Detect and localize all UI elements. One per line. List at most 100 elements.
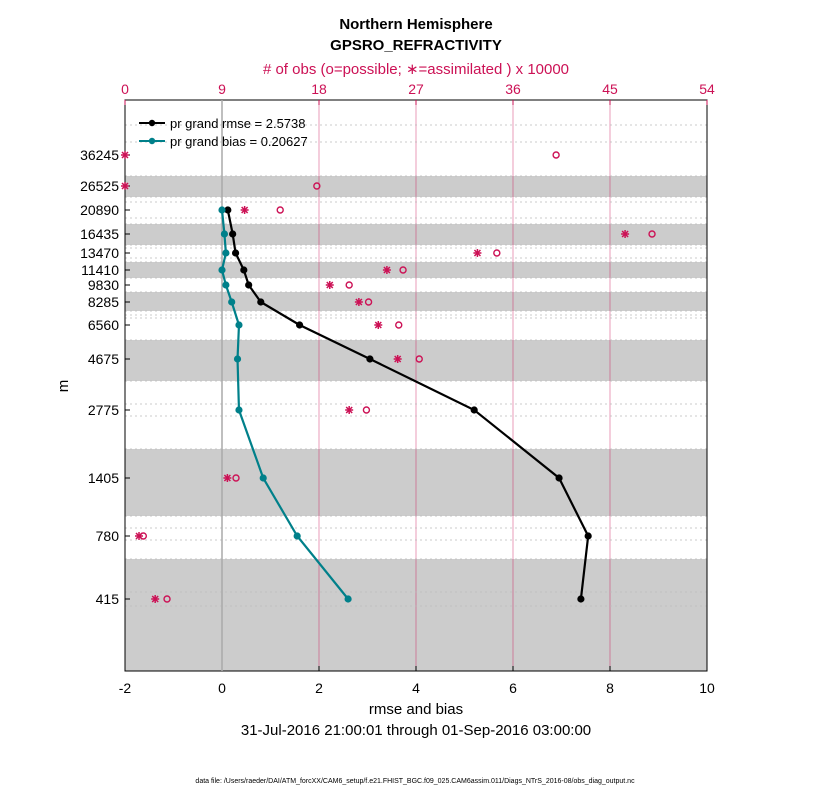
series-point-0-4675 [366, 355, 374, 363]
y-tick-label-4675: 4675 [88, 351, 119, 367]
top-tick-label-0: 0 [121, 81, 129, 97]
obs-assimilated-20890 [240, 206, 249, 214]
obs-assimilated-2775 [345, 406, 354, 414]
obs-possible-16435 [648, 230, 656, 238]
obs-assimilated-stroke [383, 266, 391, 274]
obs-assimilated-6560 [374, 321, 383, 329]
obs-assimilated-stroke [473, 249, 481, 257]
obs-possible-36245 [552, 151, 560, 159]
series-point-1-4675 [233, 355, 242, 363]
series-point-1-780 [293, 532, 301, 540]
series-point-1-1405 [259, 474, 267, 482]
obs-possible-9830 [345, 281, 353, 289]
y-tick-label-1405: 1405 [88, 470, 119, 486]
x-tick-label-10: 10 [699, 680, 715, 696]
obs-assimilated-stroke [135, 532, 143, 540]
legend-rmse-label: pr grand rmse = 2.5738 [170, 116, 306, 131]
series-point-0-9830 [245, 281, 253, 289]
series-point-1-2775 [235, 406, 243, 414]
series-point-0-780 [584, 532, 592, 540]
chart-title: Northern Hemisphere [339, 16, 492, 33]
x-tick-label-8: 8 [606, 680, 614, 696]
series-point-0-20890 [224, 206, 232, 214]
obs-assimilated-36245 [121, 151, 129, 159]
top-tick-label-18: 18 [311, 81, 327, 97]
x-tick-label-4: 4 [412, 680, 420, 696]
obs-assimilated-stroke [374, 321, 382, 329]
top-axis-ticks: 0 9 18 27 36 45 54 [121, 81, 715, 105]
obs-assimilated-stroke [621, 230, 629, 238]
obs-assimilated-stroke [223, 474, 231, 482]
x-tick-label--2: -2 [119, 680, 132, 696]
series-point-1-20890 [218, 206, 226, 214]
y-tick-label-9830: 9830 [88, 277, 119, 293]
date-range: 31-Jul-2016 21:00:01 through 01-Sep-2016… [241, 722, 591, 739]
footnote: data file: /Users/raeder/DAI/ATM_forcXX/… [195, 778, 635, 785]
obs-assimilated-415 [151, 595, 160, 603]
chart-subtitle: GPSRO_REFRACTIVITY [330, 37, 502, 54]
series-point-1-6560 [235, 321, 243, 329]
series-point-1-16435 [220, 230, 229, 238]
legend-rmse-marker [148, 119, 156, 127]
x-tick-label-6: 6 [509, 680, 517, 696]
obs-assimilated-9830 [325, 281, 334, 289]
obs-assimilated-8285 [354, 298, 363, 306]
x-axis-ticks: -2 0 2 4 6 8 10 [119, 666, 715, 696]
obs-possible-26525 [313, 182, 321, 190]
series-point-0-16435 [229, 230, 237, 238]
obs-possible-11410 [399, 266, 407, 274]
y-tick-label-780: 780 [96, 528, 120, 544]
series-point-0-1405 [555, 474, 563, 482]
y-tick-label-36245: 36245 [80, 147, 119, 163]
series-point-0-6560 [296, 321, 304, 329]
y-tick-label-6560: 6560 [88, 317, 119, 333]
obs-markers [121, 151, 656, 603]
obs-assimilated-11410 [382, 266, 391, 274]
obs-assimilated-stroke [241, 206, 249, 214]
y-tick-label-26525: 26525 [80, 178, 119, 194]
series-point-1-8285 [228, 298, 236, 306]
obs-possible-415 [163, 595, 171, 603]
obs-possible-1405 [232, 474, 240, 482]
y-tick-label-13470: 13470 [80, 245, 119, 261]
top-tick-label-27: 27 [408, 81, 424, 97]
y-tick-label-2775: 2775 [88, 402, 119, 418]
legend-bias-marker [148, 137, 156, 145]
obs-possible-20890 [276, 206, 284, 214]
obs-assimilated-13470 [473, 249, 482, 257]
top-tick-label-9: 9 [218, 81, 226, 97]
y-tick-label-11410: 11410 [81, 262, 119, 278]
obs-possible-8285 [364, 298, 373, 306]
obs-assimilated-780 [135, 532, 144, 540]
obs-assimilated-stroke [355, 298, 363, 306]
y-tick-label-415: 415 [96, 591, 120, 607]
top-tick-label-45: 45 [602, 81, 618, 97]
series-point-0-11410 [240, 266, 248, 274]
series-point-0-415 [577, 595, 585, 603]
obs-possible-4675 [415, 355, 423, 363]
legend-bias-label: pr grand bias = 0.20627 [170, 134, 308, 149]
obs-assimilated-stroke [345, 406, 353, 414]
series-point-1-13470 [222, 249, 230, 257]
obs-assimilated-stroke [121, 151, 129, 159]
obs-assimilated-1405 [223, 474, 232, 482]
obs-assimilated-stroke [326, 281, 334, 289]
y-axis-label: m [55, 380, 72, 393]
x-axis-label: rmse and bias [369, 701, 463, 718]
y-tick-label-20890: 20890 [80, 202, 119, 218]
series-lines [218, 206, 592, 603]
series-point-1-9830 [222, 281, 230, 289]
obs-assimilated-26525 [121, 182, 129, 190]
obs-assimilated-stroke [121, 182, 129, 190]
top-tick-label-54: 54 [699, 81, 715, 97]
legend: pr grand rmse = 2.5738 pr grand bias = 0… [139, 116, 308, 149]
series-point-0-8285 [257, 298, 265, 306]
obs-possible-13470 [493, 249, 501, 257]
x-tick-label-0: 0 [218, 680, 226, 696]
x-tick-label-2: 2 [315, 680, 323, 696]
obs-assimilated-16435 [621, 230, 630, 238]
series-point-0-2775 [470, 406, 478, 414]
series-point-1-415 [344, 595, 352, 603]
top-tick-label-36: 36 [505, 81, 521, 97]
